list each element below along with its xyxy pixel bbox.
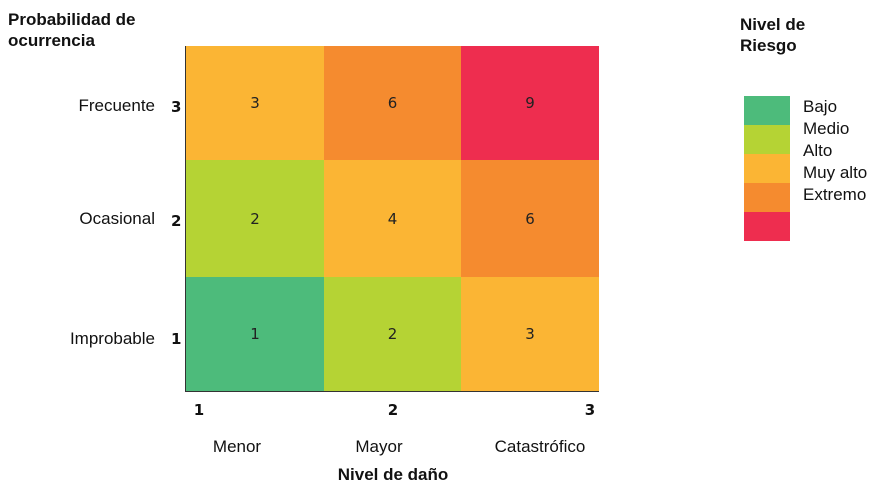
legend-item-label: Medio <box>803 119 850 138</box>
y-axis-title-line2: ocurrencia <box>8 31 95 50</box>
legend-swatch <box>744 96 790 125</box>
col-label-catastrofico: Catastrófico <box>494 437 586 456</box>
legend-item-label: Alto <box>803 141 833 160</box>
col-value-1: 1 <box>193 401 205 419</box>
y-axis-title-line1: Probabilidad de <box>8 10 136 29</box>
heatmap-cell: 3 <box>461 277 599 391</box>
row-label-ocasional: Ocasional <box>79 209 155 228</box>
row-label-frecuente: Frecuente <box>78 96 155 115</box>
col-label-menor: Menor <box>212 437 262 456</box>
heatmap-cell: 9 <box>461 46 599 160</box>
y-axis-title: Probabilidad de ocurrencia <box>8 9 136 51</box>
heatmap-cell: 6 <box>461 160 599 277</box>
heatmap-cell: 2 <box>324 277 461 391</box>
col-label-mayor: Mayor <box>355 437 403 456</box>
row-value-1: 1 <box>171 330 182 348</box>
row-label-improbable: Improbable <box>69 329 155 348</box>
y-axis-line <box>185 46 186 391</box>
legend-swatch <box>744 212 790 241</box>
legend-title-line2: Riesgo <box>740 36 797 55</box>
legend-title-line1: Nivel de <box>740 15 806 34</box>
heatmap-cell: 3 <box>186 46 324 160</box>
legend-swatch <box>744 125 790 154</box>
heatmap-cell: 4 <box>324 160 461 277</box>
legend-item-label: Extremo <box>803 185 867 204</box>
legend-title: Nivel de Riesgo <box>740 14 805 56</box>
row-value-3: 3 <box>171 98 182 116</box>
legend-swatch <box>744 183 790 212</box>
heatmap-cell: 2 <box>186 160 324 277</box>
col-value-2: 2 <box>387 401 399 419</box>
heatmap-cell: 1 <box>186 277 324 391</box>
legend-item-label: Bajo <box>803 97 838 116</box>
legend-item-label: Muy alto <box>803 163 868 182</box>
x-axis-title: Nivel de daño <box>337 465 449 484</box>
col-value-3: 3 <box>584 401 596 419</box>
row-value-2: 2 <box>171 212 182 230</box>
heatmap-cell: 6 <box>324 46 461 160</box>
legend-swatch <box>744 154 790 183</box>
x-axis-line <box>185 391 599 392</box>
